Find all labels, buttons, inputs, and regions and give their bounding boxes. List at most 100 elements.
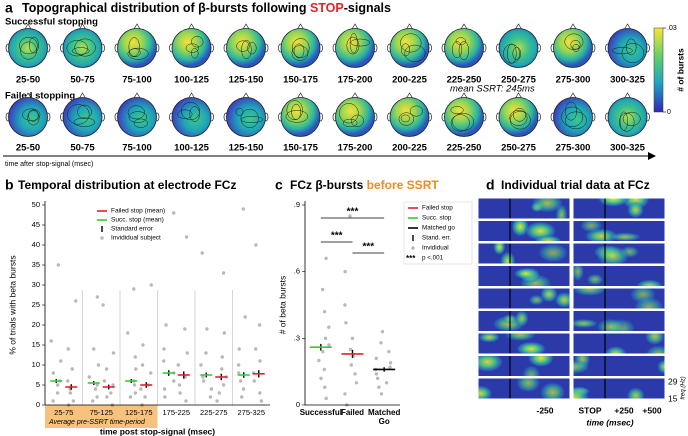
y-axis-label: # of beta bursts: [277, 276, 287, 335]
topomap: [605, 92, 650, 137]
subject-dot: [374, 372, 379, 376]
topo-contour: [20, 41, 37, 60]
heatmap-blob: [478, 355, 504, 373]
subject-dot: [240, 395, 244, 399]
heatmap-frame: [572, 265, 666, 287]
subject-dot: [323, 385, 327, 389]
trial-heatmap: [573, 333, 665, 354]
y-tick-label: .3: [294, 333, 300, 342]
bin-label: 250-275: [501, 143, 537, 154]
y-tick-label: 30: [32, 280, 40, 289]
topo-contour: [127, 47, 149, 60]
subject-dot: [95, 383, 99, 387]
legend-label: Invididual subject: [111, 235, 161, 242]
subject-dot: [162, 359, 166, 363]
heatmap-frame: [477, 310, 571, 332]
topo-contour: [513, 108, 527, 122]
topo-contour: [66, 40, 88, 57]
topomap: [278, 92, 323, 137]
title-part: Topographical distribution of β-bursts f…: [22, 1, 310, 15]
subject-dot: [70, 367, 74, 371]
heatmap-blob: [573, 359, 591, 374]
bin-label: 75-100: [122, 143, 152, 154]
subject-dot: [172, 379, 176, 383]
topo-contour: [409, 105, 423, 117]
subject-dot: [164, 323, 168, 327]
colorbar-tick-label: 0: [667, 109, 671, 116]
y-tick-label: 40: [32, 240, 40, 249]
topo-contour: [133, 118, 148, 128]
trial-heatmap: [478, 378, 570, 399]
subject-dot: [202, 379, 206, 383]
y-tick-label: 0: [296, 400, 300, 409]
heatmap-blob: [533, 234, 563, 242]
x-axis-label: time post stop-signal (msec): [100, 426, 215, 436]
topo-contour: [450, 106, 464, 114]
heatmap-blob: [635, 279, 664, 287]
panel-letter: c: [275, 177, 283, 193]
topo-contour: [350, 38, 371, 47]
topo-head: [8, 28, 48, 68]
subject-dot: [105, 395, 109, 399]
heatmap-blob: [513, 267, 538, 280]
y-tick-label: 5: [36, 380, 40, 389]
freq-tick-label: 15: [668, 393, 678, 403]
topo-contour: [611, 47, 633, 55]
topo-contour: [240, 108, 259, 128]
subject-dot: [56, 263, 61, 267]
topomap: [441, 23, 487, 68]
bin-label: 150-175: [283, 143, 319, 154]
subject-dot: [110, 403, 115, 407]
y-tick-label: 35: [32, 260, 40, 269]
bin-label: 25-50: [16, 143, 40, 154]
subject-dot: [349, 363, 354, 367]
trial-heatmap: [573, 243, 665, 264]
heatmap-blob: [493, 243, 506, 256]
legend-label: p <.001: [422, 255, 444, 262]
subject-dot: [95, 395, 99, 399]
y-axis-label: % of trials with beta bursts: [7, 255, 17, 354]
topo-head: [171, 28, 212, 68]
heatmap-blob: [539, 288, 559, 303]
heatmap-frame: [477, 242, 571, 265]
subject-dot: [141, 343, 145, 347]
heatmap-blob: [644, 333, 665, 346]
bin-label: 275-300: [556, 143, 591, 154]
subject-dot: [258, 391, 262, 395]
heatmap-frame: [477, 220, 571, 242]
x-tick-label: 125-175: [125, 408, 153, 417]
topomap: [169, 23, 214, 68]
subject-dot: [184, 399, 188, 403]
subject-dot: [204, 351, 208, 355]
subject-dot: [380, 329, 385, 334]
heatmap-blob: [499, 251, 516, 264]
subject-dot: [324, 256, 328, 261]
bin-label: 225-250: [447, 143, 482, 154]
subject-dot: [140, 363, 145, 367]
heatmap-blob: [521, 364, 541, 377]
subject-dot: [259, 399, 264, 403]
heatmap-frame: [572, 287, 666, 310]
topo-head: [498, 97, 539, 137]
heatmap-blob: [586, 273, 604, 286]
significance-label: ***: [347, 207, 359, 218]
subject-dot: [66, 347, 70, 351]
topomap: [60, 23, 105, 68]
subject-dot: [254, 243, 258, 247]
heatmap-blob: [504, 333, 537, 342]
topo-contour: [570, 40, 581, 50]
topo-contour: [564, 33, 584, 50]
topo-contour: [565, 111, 587, 130]
subject-dot: [322, 309, 327, 314]
heatmap-frame: [572, 310, 666, 332]
legend-swatch: [411, 246, 415, 250]
topo-contour: [71, 47, 90, 55]
topo-contour: [247, 42, 257, 55]
row-title: Failed stopping: [5, 91, 75, 102]
subject-dot: [374, 356, 378, 361]
topo-head: [280, 28, 321, 68]
subject-dot: [343, 303, 347, 307]
subject-dot: [66, 379, 70, 383]
y-tick-label: 15: [32, 340, 40, 349]
topo-contour: [291, 103, 302, 120]
